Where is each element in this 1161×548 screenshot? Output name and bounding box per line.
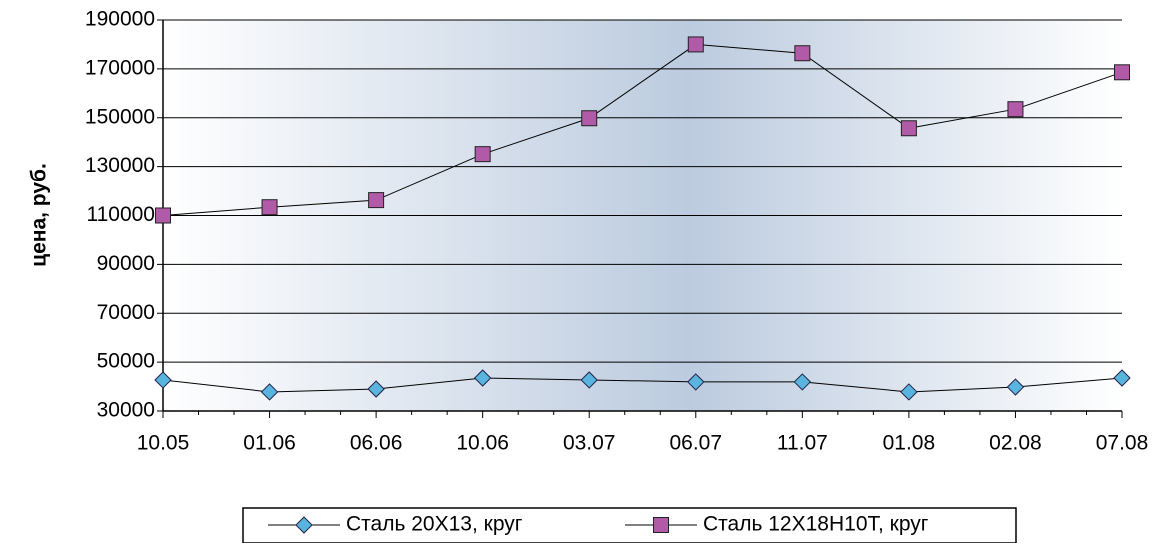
- y-tick-label: 30000: [97, 399, 155, 422]
- marker: [900, 120, 917, 137]
- marker: [367, 380, 385, 398]
- marker: [368, 192, 385, 209]
- y-tick-label: 170000: [85, 56, 155, 79]
- y-tick-label: 70000: [97, 301, 155, 324]
- x-tick-label: 03.07: [563, 432, 616, 455]
- x-tick-label: 11.07: [777, 432, 828, 455]
- marker: [154, 371, 172, 389]
- y-tick-label: 110000: [86, 203, 155, 226]
- marker: [687, 373, 705, 391]
- y-tick-label: 50000: [97, 350, 155, 373]
- marker: [261, 199, 278, 216]
- x-tick-label: 02.08: [989, 432, 1042, 455]
- marker: [687, 36, 704, 53]
- marker: [1007, 101, 1024, 118]
- x-tick-label: 01.06: [243, 432, 296, 455]
- marker: [581, 110, 598, 127]
- x-tick-label: 10.05: [137, 432, 190, 455]
- marker: [653, 517, 669, 533]
- y-tick-label: 190000: [85, 8, 155, 31]
- marker: [793, 373, 812, 391]
- legend-label: Сталь 20Х13, круг: [346, 513, 523, 536]
- marker: [260, 383, 279, 401]
- marker: [473, 369, 492, 387]
- x-tick-label: 06.06: [350, 432, 403, 455]
- y-tick-label: 150000: [85, 105, 155, 128]
- marker: [155, 207, 171, 224]
- marker: [1113, 369, 1131, 387]
- marker: [1006, 378, 1025, 396]
- x-tick-label: 07.08: [1096, 432, 1149, 455]
- marker: [474, 146, 491, 163]
- y-tick-label: 130000: [85, 154, 155, 177]
- marker: [900, 383, 918, 401]
- marker: [1114, 64, 1130, 81]
- x-tick-label: 06.07: [669, 432, 722, 455]
- marker: [295, 516, 313, 534]
- x-tick-label: 01.08: [883, 432, 936, 455]
- series-line: [162, 377, 1123, 393]
- marker: [580, 371, 598, 389]
- y-axis-label: цена, руб.: [28, 163, 51, 267]
- x-tick-label: 10.06: [456, 432, 509, 455]
- marker: [794, 45, 811, 62]
- legend-label: Сталь 12Х18Н10Т, круг: [703, 513, 929, 536]
- y-tick-label: 90000: [97, 252, 155, 275]
- series-line: [162, 43, 1123, 216]
